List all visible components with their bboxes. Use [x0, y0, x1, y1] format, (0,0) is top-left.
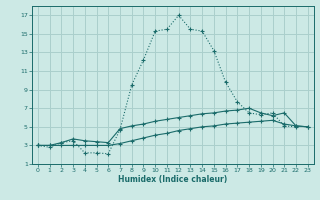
- X-axis label: Humidex (Indice chaleur): Humidex (Indice chaleur): [118, 175, 228, 184]
